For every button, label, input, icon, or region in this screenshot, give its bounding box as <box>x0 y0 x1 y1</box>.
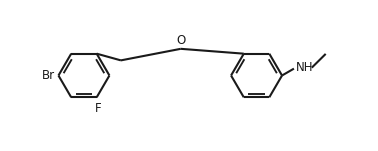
Text: O: O <box>176 34 185 47</box>
Text: NH: NH <box>296 61 313 74</box>
Text: F: F <box>95 102 102 115</box>
Text: Br: Br <box>42 69 56 82</box>
